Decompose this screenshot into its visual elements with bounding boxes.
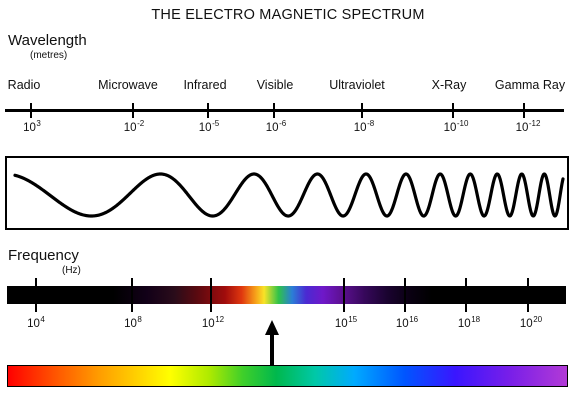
- frequency-tick: [465, 278, 467, 312]
- frequency-tick: [131, 278, 133, 312]
- frequency-tick: [35, 278, 37, 312]
- frequency-tick-label: 1012: [201, 315, 225, 330]
- wavelength-tick: [207, 103, 209, 118]
- diagram-title: THE ELECTRO MAGNETIC SPECTRUM: [151, 7, 425, 23]
- frequency-unit: (Hz): [62, 265, 81, 276]
- frequency-tick-label: 104: [27, 315, 45, 330]
- band-label-radio: Radio: [7, 78, 41, 92]
- band-label-xray: X-Ray: [431, 78, 467, 92]
- frequency-tick-label: 1018: [457, 315, 481, 330]
- band-label-infrared: Infrared: [183, 78, 227, 92]
- visible-spectrum-bar: [7, 365, 568, 387]
- wavelength-tick: [452, 103, 454, 118]
- band-label-microwave: Microwave: [98, 78, 158, 92]
- frequency-tick: [210, 278, 212, 312]
- arrow-shaft: [270, 333, 274, 366]
- frequency-tick: [404, 278, 406, 312]
- wavelength-tick-label: 10-10: [443, 119, 469, 134]
- wavelength-tick-label: 10-5: [198, 119, 220, 134]
- wavelength-tick-label: 10-12: [515, 119, 541, 134]
- wavelength-tick: [132, 103, 134, 118]
- wavelength-tick-label: 10-6: [265, 119, 287, 134]
- wavelength-tick-label: 10-8: [353, 119, 375, 134]
- band-label-visible: Visible: [256, 78, 294, 92]
- wavelength-tick: [30, 103, 32, 118]
- wavelength-heading: Wavelength: [8, 32, 87, 49]
- wavelength-tick-label: 103: [23, 119, 41, 134]
- wavelength-tick: [523, 103, 525, 118]
- frequency-tick-label: 1020: [519, 315, 543, 330]
- wavelength-tick-label: 10-2: [123, 119, 145, 134]
- frequency-tick-label: 1015: [334, 315, 358, 330]
- up-arrow-icon: [265, 320, 279, 335]
- wavelength-axis: [5, 109, 564, 112]
- wave-illustration: [5, 156, 569, 230]
- wavelength-unit: (metres): [30, 50, 68, 61]
- frequency-heading: Frequency: [8, 247, 79, 264]
- wavelength-tick: [361, 103, 363, 118]
- wavelength-tick: [273, 103, 275, 118]
- frequency-tick-label: 108: [124, 315, 142, 330]
- frequency-tick-label: 1016: [395, 315, 419, 330]
- frequency-bar: [7, 286, 566, 304]
- frequency-tick: [527, 278, 529, 312]
- wave-line: [13, 172, 565, 218]
- band-label-ultraviolet: Ultraviolet: [329, 78, 385, 92]
- band-label-gamma-ray: Gamma Ray: [494, 78, 566, 92]
- frequency-tick: [343, 278, 345, 312]
